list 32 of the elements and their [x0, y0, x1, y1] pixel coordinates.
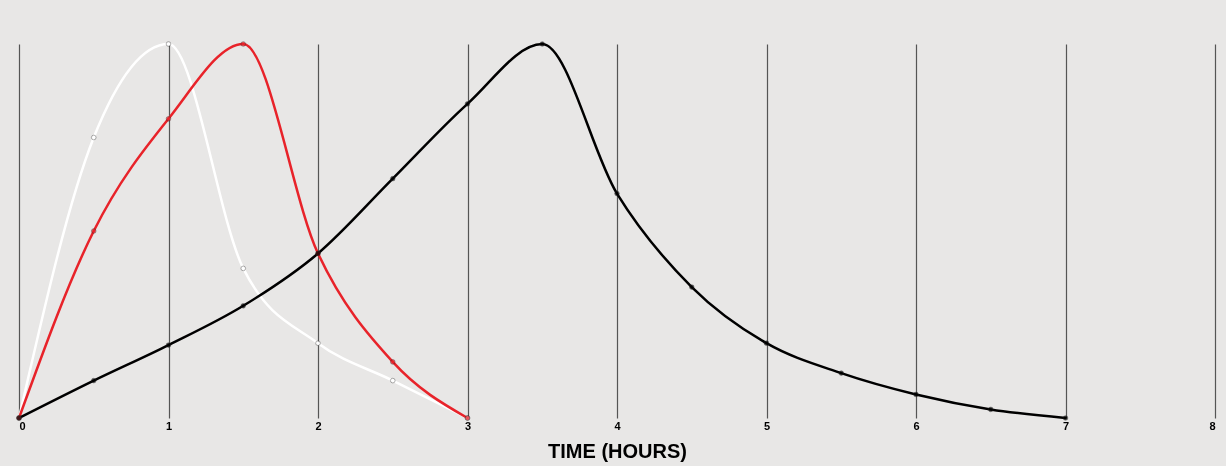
point — [689, 284, 695, 290]
x-axis-title: TIME (HOURS) — [548, 439, 687, 462]
point — [464, 101, 471, 107]
x-tick-label: 6 — [913, 419, 920, 432]
point — [913, 391, 919, 398]
point — [838, 370, 844, 376]
point — [240, 265, 246, 271]
point — [240, 41, 246, 47]
point — [91, 228, 97, 234]
x-tick-label: 5 — [763, 419, 771, 432]
x-tick-label: 4 — [614, 419, 622, 432]
point — [91, 134, 97, 141]
point — [390, 176, 396, 182]
x-tick-label: 3 — [464, 419, 472, 432]
x-tick-label: 1 — [165, 419, 173, 432]
point — [763, 340, 770, 346]
x-tick-label: 7 — [1062, 419, 1070, 432]
point — [390, 378, 396, 384]
point — [614, 191, 620, 197]
point — [91, 378, 97, 384]
point — [165, 116, 172, 122]
x-tick-label: 0 — [19, 419, 26, 432]
x-tick-label: 8 — [1209, 419, 1216, 432]
x-tick-label: 2 — [315, 419, 322, 432]
point — [165, 342, 172, 348]
point — [165, 41, 172, 47]
point — [390, 359, 396, 365]
point — [539, 41, 545, 47]
point — [240, 303, 246, 309]
point — [1062, 415, 1069, 421]
point — [315, 340, 321, 346]
point — [988, 406, 994, 412]
